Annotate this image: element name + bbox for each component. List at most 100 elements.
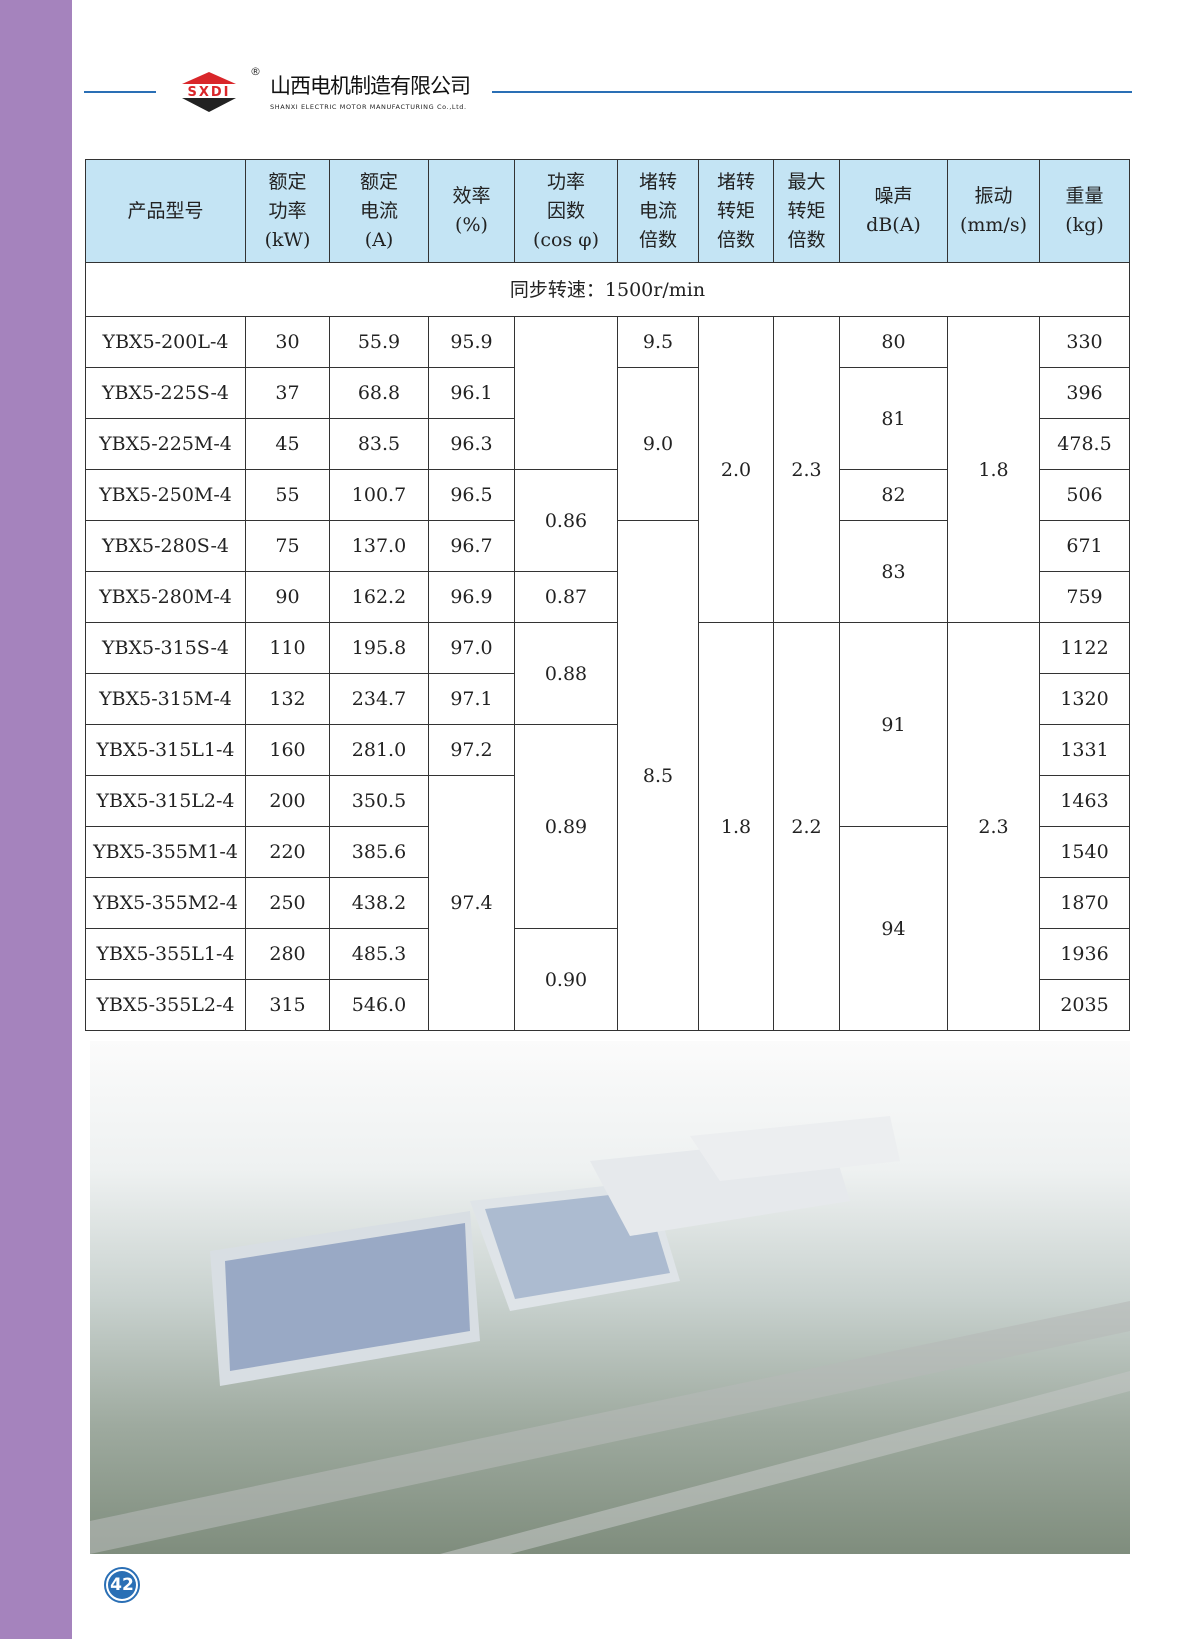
motor-spec-table: 产品型号 额定 功率 (kW) 额定 电流 (A) 效率 (%) 功率 因数 (cos φ) 堵转 电流倍…: [85, 159, 1130, 1031]
model-cell: YBX5-250M-4: [85, 469, 246, 521]
page-number: 42: [104, 1567, 140, 1603]
model-cell: YBX5-315L1-4: [85, 724, 246, 776]
value-cell: 96.9: [428, 571, 515, 623]
column-header-line: 倍数: [787, 228, 826, 251]
company-name-cn: 山西电机制造有限公司: [270, 74, 471, 98]
value-cell: 97.4: [428, 775, 515, 1031]
value-cell: 0.90: [514, 928, 618, 1031]
model-cell: YBX5-315L2-4: [85, 775, 246, 827]
column-header: 功率 因数 (cos φ): [514, 159, 618, 263]
value-cell: 2.2: [773, 622, 840, 1031]
column-header-line: 额定: [268, 170, 307, 193]
header-rule-left: [84, 91, 156, 93]
value-cell: 1331: [1039, 724, 1130, 776]
value-cell: 506: [1039, 469, 1130, 521]
table-row: YBX5-315M-4 132 234.7 97.1 1320: [85, 673, 1130, 725]
column-header-line: 堵转: [716, 170, 755, 193]
column-header-line: (%): [455, 214, 488, 236]
value-cell: 759: [1039, 571, 1130, 623]
value-cell: 2.0: [698, 316, 774, 623]
value-cell: 1.8: [947, 316, 1040, 623]
value-cell: 1320: [1039, 673, 1130, 725]
company-logo: SXDI: [176, 72, 242, 112]
registered-mark: ®: [250, 65, 261, 78]
value-cell: [514, 316, 618, 470]
value-cell: 195.8: [329, 622, 429, 674]
value-cell: 200: [245, 775, 330, 827]
model-cell: YBX5-315S-4: [85, 622, 246, 674]
value-cell: 83: [839, 520, 948, 623]
column-header-line: 最大: [787, 170, 826, 193]
value-cell: 96.1: [428, 367, 515, 419]
value-cell: 438.2: [329, 877, 429, 929]
column-header-line: 转矩: [716, 199, 755, 222]
value-cell: 478.5: [1039, 418, 1130, 470]
value-cell: 91: [839, 622, 948, 827]
value-cell: 37: [245, 367, 330, 419]
value-cell: 315: [245, 979, 330, 1031]
column-header-line: (kW): [264, 228, 311, 251]
value-cell: 0.89: [514, 724, 618, 929]
value-cell: 132: [245, 673, 330, 725]
value-cell: 385.6: [329, 826, 429, 878]
model-cell: YBX5-355M1-4: [85, 826, 246, 878]
company-name-en: SHANXI ELECTRIC MOTOR MANUFACTURING Co.,…: [270, 103, 467, 111]
table-row: YBX5-315L2-4 200 350.5 97.4 1463: [85, 775, 1130, 1031]
column-header: 效率 (%): [428, 159, 515, 263]
column-header-line: 噪声: [874, 185, 913, 207]
value-cell: 162.2: [329, 571, 429, 623]
table-row: YBX5-355M1-4 220 385.6 94 1540: [85, 826, 1130, 1031]
value-cell: 350.5: [329, 775, 429, 827]
value-cell: 55.9: [329, 316, 429, 368]
value-cell: 2035: [1039, 979, 1130, 1031]
column-header-line: 效率: [452, 185, 491, 207]
value-cell: 75: [245, 520, 330, 572]
column-header-line: 功率: [546, 170, 585, 193]
model-cell: YBX5-280M-4: [85, 571, 246, 623]
value-cell: 220: [245, 826, 330, 878]
column-header-line: 转矩: [787, 199, 826, 222]
value-cell: 1870: [1039, 877, 1130, 929]
column-header-line: 额定: [359, 170, 398, 193]
model-cell: YBX5-355L1-4: [85, 928, 246, 980]
column-header-line: 功率: [268, 199, 307, 222]
value-cell: 100.7: [329, 469, 429, 521]
column-header: 额定功率 (kW): [245, 159, 330, 263]
value-cell: 30: [245, 316, 330, 368]
model-cell: YBX5-355M2-4: [85, 877, 246, 929]
table-row: YBX5-280S-4 75 137.0 96.7 8.5 83 671: [85, 520, 1130, 1031]
value-cell: 94: [839, 826, 948, 1031]
column-header: 堵转 转矩 倍数: [698, 159, 774, 263]
column-header: 额定 电流 (A): [329, 159, 429, 263]
value-cell: 96.7: [428, 520, 515, 572]
model-cell: YBX5-225S-4: [85, 367, 246, 419]
value-cell: 83.5: [329, 418, 429, 470]
table-header-row: 产品型号 额定 功率 (kW) 额定 电流 (A) 效率 (%) 功率 因数 (cos φ) 堵转 电流倍…: [85, 159, 1130, 263]
value-cell: 110: [245, 622, 330, 674]
value-cell: 250: [245, 877, 330, 929]
section-row: 同步转速：1500r/min: [85, 262, 1130, 317]
column-header-line: 振动: [974, 185, 1013, 207]
value-cell: 95.9: [428, 316, 515, 368]
header-rule-right: [492, 91, 1132, 93]
table-row: YBX5-225S-4 37 68.8 96.1 9.0 81 396: [85, 367, 1130, 521]
value-cell: 97.1: [428, 673, 515, 725]
value-cell: 97.0: [428, 622, 515, 674]
value-cell: 55: [245, 469, 330, 521]
table-row: YBX5-225M-4 45 83.5 96.3 478.5: [85, 418, 1130, 470]
value-cell: 80: [839, 316, 948, 368]
value-cell: 234.7: [329, 673, 429, 725]
column-header: 最大 转矩 倍数: [773, 159, 840, 263]
value-cell: 82: [839, 469, 948, 521]
value-cell: 330: [1039, 316, 1130, 368]
table-row: YBX5-355M2-4 250 438.2 1870: [85, 877, 1130, 929]
value-cell: 137.0: [329, 520, 429, 572]
column-header-line: 产品型号: [127, 199, 204, 222]
column-header-line: 因数: [546, 199, 585, 222]
value-cell: 1540: [1039, 826, 1130, 878]
svg-text:SXDI: SXDI: [187, 85, 230, 100]
column-header: 堵转 电流 倍数: [617, 159, 699, 263]
column-header: 振动 (mm/s): [947, 159, 1040, 263]
value-cell: 96.5: [428, 469, 515, 521]
value-cell: 0.87: [514, 571, 618, 623]
